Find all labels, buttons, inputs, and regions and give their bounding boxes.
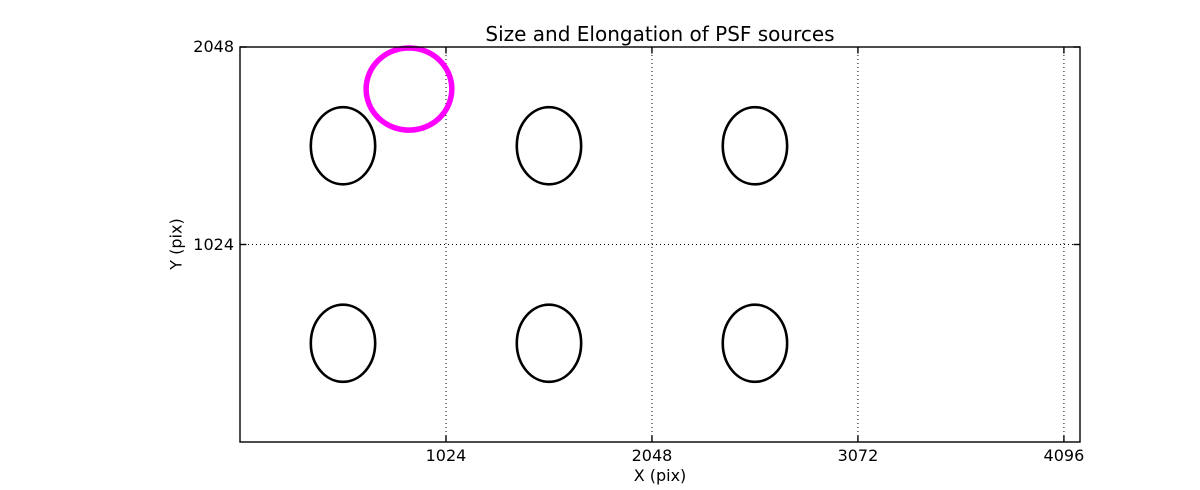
x-axis-label: X (pix) <box>633 466 687 485</box>
x-tick-label: 3072 <box>837 446 879 465</box>
psf-sources-marker <box>515 105 583 186</box>
psf-sources-marker <box>515 303 583 384</box>
y-tick-label: 2048 <box>193 37 234 56</box>
x-tick-label: 4096 <box>1043 446 1085 465</box>
y-tick-label: 1024 <box>193 234 234 254</box>
psf-sources-marker <box>721 303 789 384</box>
highlighted-source-marker <box>363 45 455 133</box>
psf-sources-marker <box>309 303 377 384</box>
x-tick-label: 2048 <box>631 446 673 465</box>
x-tick-label: 1024 <box>425 446 467 465</box>
psf-sources-marker <box>721 105 789 186</box>
psf-sources-marker <box>309 105 377 186</box>
chart-title: Size and Elongation of PSF sources <box>485 22 835 46</box>
